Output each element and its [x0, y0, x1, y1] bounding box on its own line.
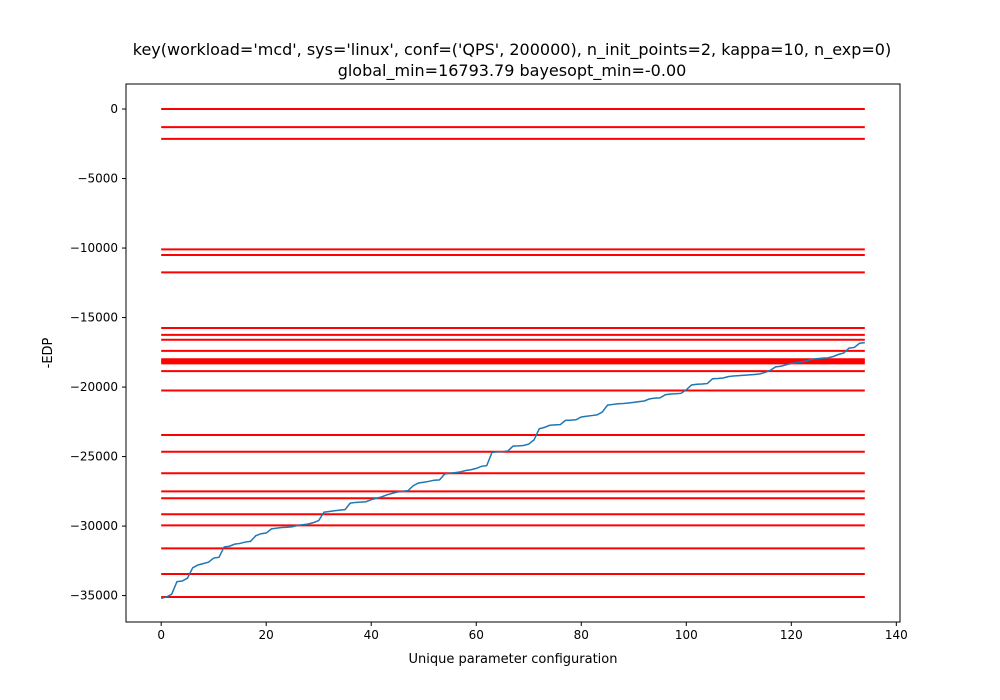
x-tick-label: 120 — [780, 628, 803, 642]
x-tick-label: 20 — [259, 628, 274, 642]
x-axis: 0 20 40 60 80 100 120 140 — [157, 622, 908, 642]
x-tick-label: 0 — [157, 628, 165, 642]
x-axis-label: Unique parameter configuration — [409, 652, 618, 667]
y-tick-label: −30000 — [70, 519, 118, 533]
x-tick-label: 80 — [574, 628, 589, 642]
chart-title-line1: key(workload='mcd', sys='linux', conf=('… — [133, 40, 891, 60]
y-tick-label: 0 — [110, 102, 118, 116]
y-tick-label: −20000 — [70, 380, 118, 394]
y-tick-label: −15000 — [70, 311, 118, 325]
y-axis: 0 −5000 −10000 −15000 −20000 −25000 −30000 −350… — [70, 102, 126, 603]
plot-area-frame — [125, 83, 901, 623]
y-tick-label: −25000 — [70, 450, 118, 464]
x-tick-label: 60 — [469, 628, 484, 642]
y-tick-label: −35000 — [70, 589, 118, 603]
y-tick-label: −5000 — [77, 172, 118, 186]
hlines — [161, 108, 865, 598]
x-tick-label: 40 — [364, 628, 379, 642]
data-series — [160, 341, 865, 600]
chart-title-line2: global_min=16793.79 bayesopt_min=-0.00 — [338, 61, 687, 81]
x-tick-label: 140 — [885, 628, 908, 642]
y-tick-label: −10000 — [70, 241, 118, 255]
y-axis-label: -EDP — [41, 337, 56, 368]
series-line-0 — [160, 341, 865, 600]
x-tick-label: 100 — [675, 628, 698, 642]
